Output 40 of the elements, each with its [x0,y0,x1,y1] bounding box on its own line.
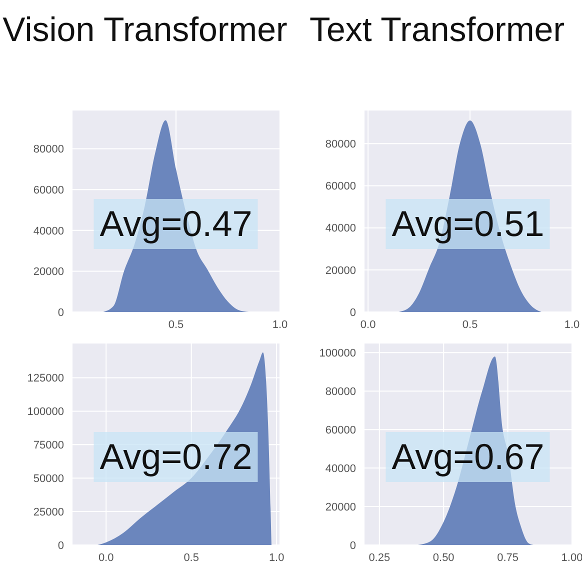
y-tick-label: 80000 [325,386,356,398]
y-tick-label: 75000 [33,440,64,452]
annotation: Avg=0.51 [386,199,550,249]
y-tick-label: 0 [58,540,64,552]
y-tick-label: 0 [350,306,356,319]
chart-title: Text Transformer [308,10,566,51]
y-tick-label: 50000 [33,473,64,486]
y-tick-label: 125000 [27,372,64,385]
x-tick-label: 0.25 [368,552,390,564]
y-tick-label: 60000 [325,180,356,193]
x-tick-label: 1.00 [561,552,583,564]
x-tick-label: 0.50 [432,552,454,564]
x-tick-label: 0.0 [98,552,114,564]
chart-title: Vision Transformer [2,10,288,51]
x-tick-label: 0.0 [360,318,376,331]
y-tick-label: 25000 [33,506,64,518]
y-tick-label: 80000 [33,144,64,156]
y-tick-label: 20000 [325,264,356,277]
x-tick-label: 0.75 [497,552,519,564]
y-tick-label: 60000 [325,424,356,436]
y-tick-label: 60000 [33,184,64,196]
y-tick-label: 80000 [325,138,356,151]
y-tick-label: 40000 [33,225,64,238]
y-tick-label: 20000 [33,266,64,278]
x-tick-label: 1.0 [272,318,288,331]
x-tick-label: 0.5 [462,318,478,331]
x-tick-label: 1.0 [268,552,284,564]
annotation: Avg=0.47 [94,199,258,249]
x-tick-label: 1.0 [564,318,580,331]
y-tick-label: 0 [58,306,64,319]
y-tick-label: 20000 [325,501,356,514]
x-tick-label: 0.5 [184,552,199,564]
y-tick-label: 40000 [325,222,356,235]
y-tick-label: 100000 [27,406,64,418]
y-tick-label: 100000 [319,348,356,360]
y-tick-label: 0 [350,540,356,552]
annotation: Avg=0.72 [94,432,258,482]
y-tick-label: 40000 [325,462,356,475]
x-tick-label: 0.5 [168,318,184,331]
annotation: Avg=0.67 [386,432,550,482]
